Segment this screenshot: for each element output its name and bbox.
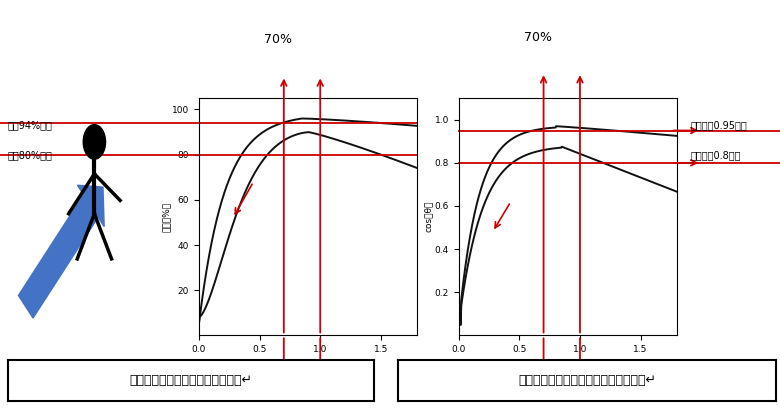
Text: 功率因数0.95以上: 功率因数0.95以上 [690, 120, 747, 130]
Circle shape [83, 125, 105, 159]
Y-axis label: 效率（%）: 效率（%） [161, 202, 171, 232]
Y-axis label: cos（θ）: cos（θ） [424, 201, 433, 232]
Text: 功率因数0.8以上: 功率因数0.8以上 [690, 151, 741, 160]
Text: 三相感应电机和永磁电机效率对比↵: 三相感应电机和永磁电机效率对比↵ [129, 374, 253, 387]
FancyArrow shape [19, 185, 105, 318]
Text: 效率80%以上: 效率80%以上 [8, 151, 53, 160]
Text: 70%: 70% [523, 31, 551, 44]
Text: 三相感应电机和永磁电机功率因数对比↵: 三相感应电机和永磁电机功率因数对比↵ [518, 374, 656, 387]
Text: 效率94%以上: 效率94%以上 [8, 120, 53, 130]
Text: 70%: 70% [264, 33, 292, 46]
